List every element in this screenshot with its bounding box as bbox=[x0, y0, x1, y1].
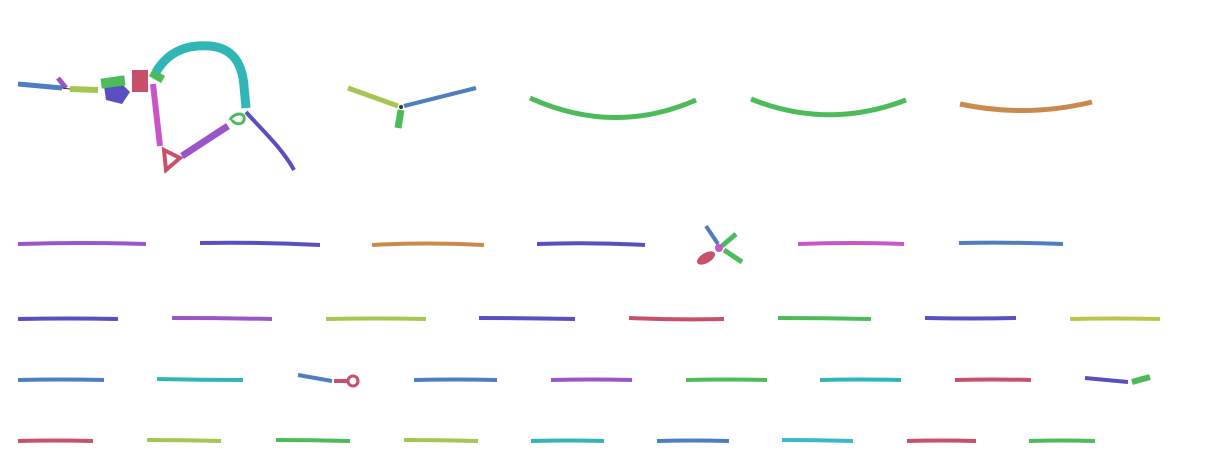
cross-loop-red bbox=[696, 251, 716, 265]
strand-r5-9 bbox=[1028, 438, 1096, 443]
strand-r4-7 bbox=[954, 377, 1032, 382]
cross-arm-green bbox=[720, 232, 738, 248]
strand-magenta bbox=[797, 241, 905, 246]
cross-branch bbox=[696, 224, 744, 265]
branch-left bbox=[347, 85, 399, 109]
strand-orange bbox=[371, 241, 485, 247]
network-diag-strand bbox=[180, 123, 230, 159]
strand-r5-3 bbox=[275, 438, 351, 443]
strand-r4-5 bbox=[685, 377, 768, 382]
network-tail-strand bbox=[17, 81, 63, 91]
arc-row bbox=[528, 95, 1093, 120]
branch-center bbox=[399, 105, 403, 109]
strand-r3-4 bbox=[478, 316, 576, 321]
arc-orange bbox=[959, 99, 1093, 113]
strand-r4-3 bbox=[413, 377, 498, 382]
strand-indigo-2 bbox=[536, 241, 646, 247]
cross-center bbox=[715, 244, 723, 252]
strand-r4-6 bbox=[819, 377, 902, 382]
strand-r5-7 bbox=[781, 438, 854, 443]
strand-r3-2 bbox=[171, 316, 273, 321]
strand-r4-2 bbox=[156, 377, 244, 382]
network-lime-link bbox=[69, 86, 99, 93]
hairpin-1-loop bbox=[346, 374, 360, 388]
network-loop-triangle bbox=[161, 146, 184, 175]
strand-r3-1 bbox=[17, 316, 119, 321]
strand-r5-2 bbox=[146, 438, 222, 443]
strand-r3-3 bbox=[325, 316, 427, 321]
network-left-stem bbox=[150, 83, 163, 147]
hairpin-2 bbox=[1084, 374, 1151, 385]
row-3 bbox=[17, 316, 1161, 322]
network-node-green bbox=[100, 75, 126, 89]
arc-green-1 bbox=[528, 95, 698, 120]
cross-arm-green-down bbox=[722, 247, 744, 265]
network-loop-top bbox=[152, 41, 251, 109]
branch-right bbox=[403, 86, 477, 108]
three-branch bbox=[347, 85, 477, 129]
strand-indigo bbox=[199, 240, 321, 247]
strand-r4-4 bbox=[550, 377, 633, 382]
strand-r5-6 bbox=[656, 438, 730, 443]
network-tail-right bbox=[244, 110, 296, 171]
network-tail-flag bbox=[56, 76, 68, 90]
strand-purple bbox=[17, 241, 147, 246]
arc-green-2 bbox=[750, 96, 907, 118]
hairpin-1-stem bbox=[297, 373, 333, 383]
row-5 bbox=[17, 438, 1096, 443]
strand-r5-1 bbox=[17, 438, 94, 443]
network-node-indigo bbox=[104, 82, 130, 104]
hairpin-2-tip bbox=[1131, 374, 1151, 385]
strand-r4-1 bbox=[17, 377, 105, 382]
complex-network bbox=[17, 41, 296, 175]
branch-down bbox=[394, 109, 405, 129]
strand-r3-7 bbox=[924, 316, 1017, 321]
strand-r5-5 bbox=[530, 438, 605, 443]
hairpin-1 bbox=[297, 373, 360, 388]
network-tick bbox=[61, 87, 71, 90]
strand-r3-6 bbox=[777, 316, 872, 321]
strand-r3-8 bbox=[1069, 316, 1161, 321]
strand-r3-5 bbox=[628, 316, 725, 322]
network-small-loop bbox=[228, 112, 246, 126]
strand-blue bbox=[958, 240, 1064, 246]
strand-r5-8 bbox=[906, 438, 977, 443]
row-4 bbox=[17, 373, 1151, 388]
network-node-red bbox=[132, 70, 148, 92]
cross-arm-blue bbox=[704, 224, 720, 246]
hairpin-2-stem bbox=[1084, 376, 1129, 384]
network-node-small-green bbox=[148, 69, 166, 83]
row-2 bbox=[17, 224, 1064, 265]
strand-r5-4 bbox=[403, 438, 479, 443]
